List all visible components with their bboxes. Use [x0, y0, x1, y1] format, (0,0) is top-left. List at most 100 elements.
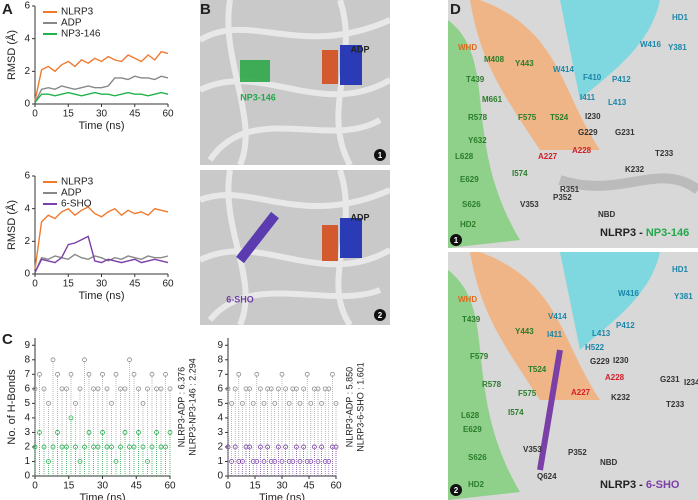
point: [37, 430, 42, 435]
point: [163, 371, 168, 377]
y-tick-label: 5: [24, 398, 30, 409]
panel-label: A: [2, 1, 13, 18]
residue-label: Y443: [515, 327, 534, 336]
point: [104, 444, 110, 450]
point: [82, 357, 87, 363]
residue-label: E629: [463, 425, 482, 434]
point: [91, 444, 96, 450]
point: [236, 371, 242, 377]
residue-label: I234: [684, 378, 698, 387]
residue-label: I230: [613, 356, 629, 365]
point: [41, 444, 47, 450]
number: 2: [454, 486, 459, 495]
point: [149, 444, 155, 450]
residue-label: I574: [512, 169, 528, 178]
y-tick-label: 6: [24, 1, 30, 12]
point: [290, 459, 296, 464]
residue-label: W414: [553, 65, 574, 74]
point: [167, 430, 173, 435]
point: [229, 459, 235, 464]
structure-label: NP3-146: [240, 92, 276, 102]
residue-label: F579: [470, 352, 489, 361]
residue-label: HD2: [468, 480, 485, 489]
residue-label: T233: [655, 149, 674, 158]
line-series: [34, 235, 169, 273]
structure-image: [448, 0, 698, 248]
residue-label: E629: [460, 175, 479, 184]
residue-label: A228: [605, 373, 625, 382]
number-badge: [374, 149, 386, 161]
point: [118, 386, 123, 392]
point: [100, 430, 105, 435]
number-badge: [450, 234, 462, 246]
point: [136, 386, 141, 392]
y-tick-label: 2: [24, 236, 30, 247]
point: [37, 371, 42, 377]
point: [293, 444, 299, 450]
residue-label: Y381: [674, 292, 693, 301]
residue-label: R578: [468, 113, 488, 122]
point: [109, 444, 114, 450]
residue-label: Y632: [468, 136, 487, 145]
y-tick-label: 3: [217, 427, 223, 438]
y-tick-label: 0: [217, 471, 223, 482]
point: [308, 459, 314, 464]
line-series: [34, 91, 169, 103]
point: [268, 386, 274, 392]
residue-label: P352: [568, 448, 587, 457]
y-tick-label: 4: [24, 413, 30, 424]
point: [311, 444, 317, 450]
x-axis-label: Time (ns): [79, 492, 125, 500]
residue-label: I574: [508, 408, 524, 417]
residue-label: P412: [616, 321, 635, 330]
point: [95, 386, 101, 392]
residue-label: L628: [461, 411, 480, 420]
point: [127, 444, 132, 450]
annotation: NLRP3-ADP : 6.376: [176, 367, 186, 447]
line-series: [34, 206, 169, 270]
x-tick-label: 45: [303, 481, 315, 492]
number-badge: [450, 484, 462, 496]
residue-label: M661: [482, 95, 503, 104]
point: [95, 444, 101, 450]
y-tick-label: 1: [217, 456, 223, 467]
point: [73, 444, 78, 450]
point: [297, 459, 303, 464]
x-axis-label: Time (ns): [78, 120, 124, 132]
x-axis-label: Time (ns): [259, 492, 305, 500]
residue-label: F575: [518, 113, 537, 122]
point: [32, 386, 38, 392]
point: [232, 386, 238, 392]
x-tick-label: 15: [63, 109, 75, 120]
point: [86, 430, 92, 435]
point: [46, 459, 51, 464]
point: [301, 444, 307, 450]
y-tick-label: 7: [217, 369, 223, 380]
y-axis-label: RMSD (Å): [5, 30, 18, 80]
point: [55, 430, 60, 435]
x-tick-label: 45: [129, 279, 141, 290]
residue-label: F575: [518, 389, 537, 398]
annotation: NLRP3-NP3-146 : 2.294: [187, 358, 197, 456]
y-tick-label: 8: [24, 354, 30, 365]
y-tick-label: 3: [24, 427, 30, 438]
residue-label: G231: [615, 128, 635, 137]
residue-label: G229: [578, 128, 598, 137]
point: [247, 386, 253, 392]
point: [322, 459, 328, 464]
x-tick-label: 45: [131, 481, 143, 492]
point: [272, 400, 278, 406]
point: [257, 386, 263, 392]
point: [41, 386, 47, 392]
point: [64, 444, 69, 450]
point: [250, 400, 256, 406]
x-tick-label: 30: [96, 109, 108, 120]
residue-label: WHD: [458, 43, 477, 52]
x-tick-label: 0: [32, 109, 38, 120]
point: [326, 386, 332, 392]
point: [304, 459, 310, 464]
residue-label: Y381: [668, 43, 687, 52]
y-tick-label: 8: [217, 354, 223, 365]
residue-label: WHD: [458, 295, 477, 304]
